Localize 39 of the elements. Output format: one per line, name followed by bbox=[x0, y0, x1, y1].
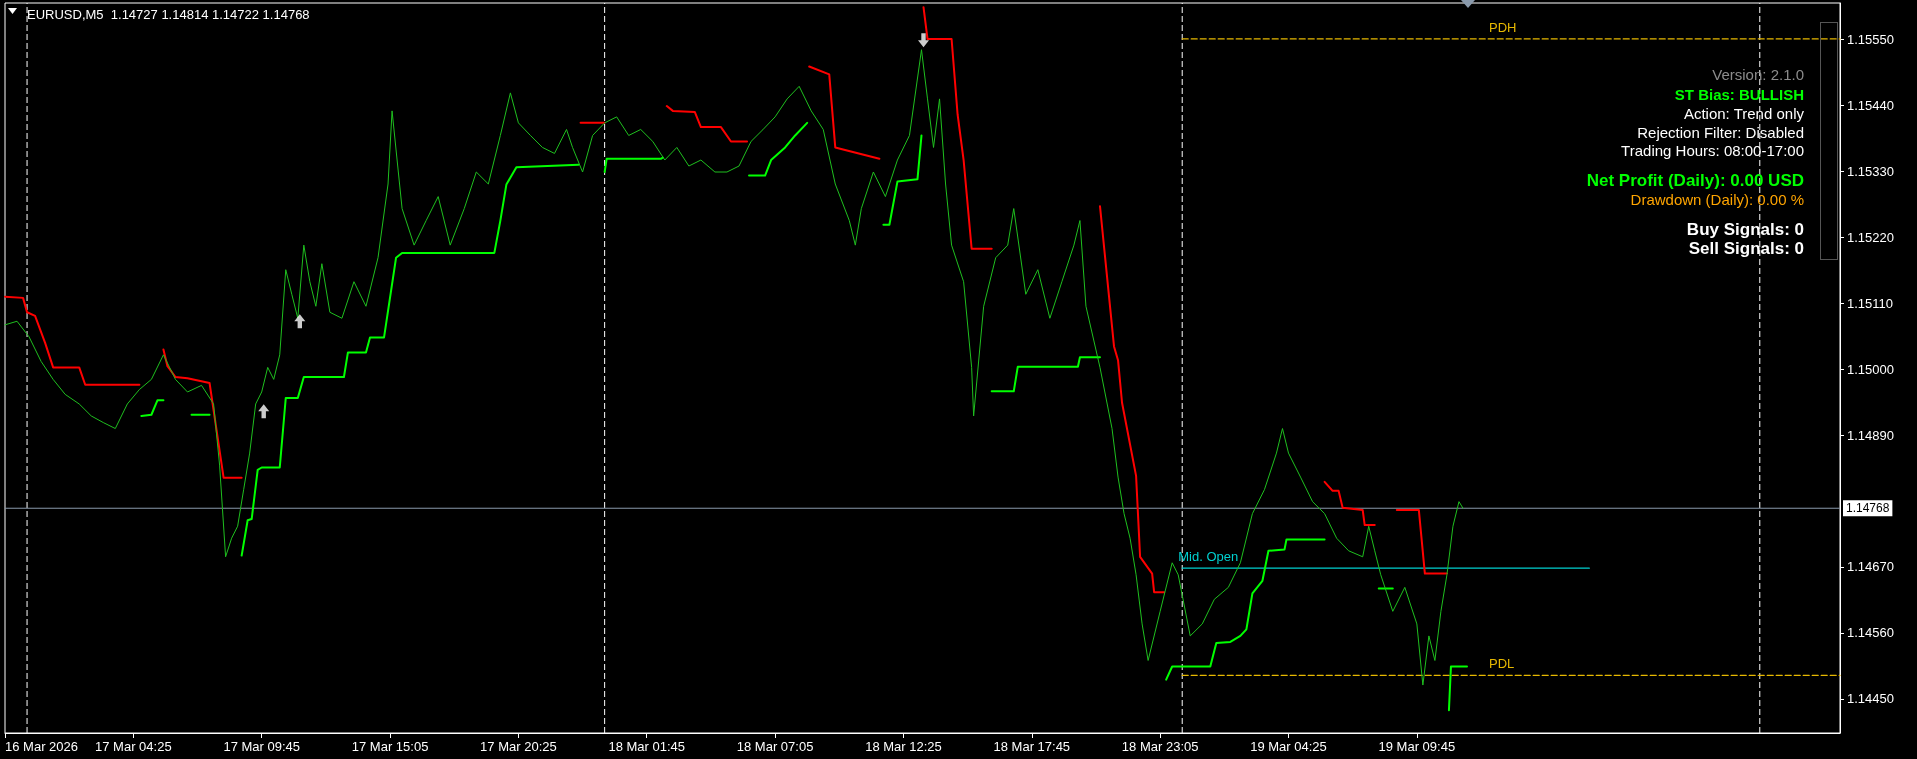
annotation: Net Profit (Daily): 0.00 USD bbox=[1586, 170, 1804, 190]
annotation: Trading Hours: 08:00-17:00 bbox=[1621, 141, 1804, 159]
x-tick-label: 19 Mar 09:45 bbox=[1378, 739, 1456, 754]
x-tick-label: 18 Mar 01:45 bbox=[608, 739, 686, 754]
annotation: ST Bias: BULLISH bbox=[1674, 85, 1804, 103]
x-tick-label: 17 Mar 04:25 bbox=[95, 739, 172, 754]
x-tick-label: 17 Mar 20:25 bbox=[480, 739, 557, 754]
point bbox=[918, 33, 929, 48]
series-label: PDH bbox=[1489, 19, 1517, 35]
y-tick-label: 1.14670 bbox=[1847, 559, 1894, 575]
x-tick-label: 17 Mar 15:05 bbox=[351, 739, 429, 754]
y-tick-label: 1.14560 bbox=[1847, 625, 1894, 641]
chart-title: EURUSD,M5 1.14727 1.14814 1.14722 1.14768 bbox=[27, 7, 310, 22]
ref-line-label: 1.14768 bbox=[1846, 501, 1890, 516]
series-label: PDL bbox=[1489, 656, 1515, 672]
point bbox=[294, 314, 306, 329]
y-tick-label: 1.15550 bbox=[1847, 32, 1894, 48]
x-tick-label: 18 Mar 07:05 bbox=[736, 739, 814, 754]
y-tick-label: 1.14890 bbox=[1847, 427, 1894, 443]
annotation: Rejection Filter: Disabled bbox=[1637, 123, 1804, 141]
x-tick-label: 17 Mar 09:45 bbox=[223, 739, 300, 754]
annotation: Version: 2.1.0 bbox=[1712, 65, 1804, 83]
y-tick-label: 1.14450 bbox=[1847, 691, 1894, 707]
y-tick-label: 1.15220 bbox=[1847, 229, 1894, 245]
y-tick-label: 1.15330 bbox=[1847, 163, 1894, 179]
series-label: Mid. Open bbox=[1178, 549, 1239, 565]
point bbox=[258, 404, 270, 419]
y-tick-label: 1.15110 bbox=[1847, 295, 1894, 311]
y-tick-label: 1.15000 bbox=[1847, 361, 1894, 377]
annotation: Action: Trend only bbox=[1683, 104, 1805, 122]
x-tick-label: 19 Mar 04:25 bbox=[1250, 739, 1327, 754]
annotation: Sell Signals: 0 bbox=[1688, 238, 1804, 258]
x-tick-label: 18 Mar 23:05 bbox=[1121, 739, 1199, 754]
x-tick-label: 16 Mar 2026 bbox=[5, 739, 78, 754]
annotation: Drawdown (Daily): 0.00 % bbox=[1630, 190, 1804, 208]
x-tick-label: 18 Mar 17:45 bbox=[993, 739, 1071, 754]
y-tick-label: 1.15440 bbox=[1847, 97, 1894, 113]
x-tick-label: 18 Mar 12:25 bbox=[865, 739, 942, 754]
annotation: Buy Signals: 0 bbox=[1686, 219, 1804, 239]
